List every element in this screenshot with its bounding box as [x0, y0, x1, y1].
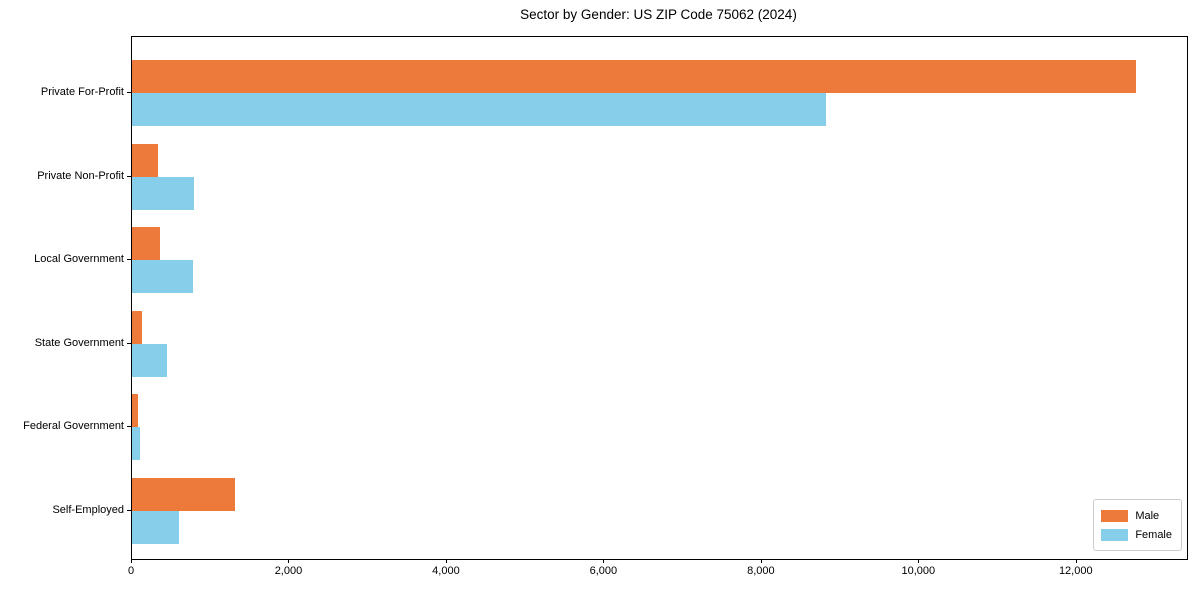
bar-male-2	[132, 227, 160, 260]
y-tick-4	[127, 426, 131, 427]
xtick-label-3: 6,000	[589, 565, 618, 577]
xtick-label-4: 8,000	[747, 565, 775, 577]
bar-female-2	[132, 260, 194, 293]
y-tick-3	[127, 342, 131, 344]
x-tick-6	[1075, 559, 1077, 563]
x-tick-4	[760, 559, 762, 563]
y-tick-2	[127, 259, 131, 260]
bar-female-4	[132, 427, 141, 460]
legend-label-male: Male	[1135, 509, 1160, 522]
ytick-label-0: Private For-Profit	[40, 86, 124, 98]
ytick-label-1: Private Non-Profit	[37, 169, 124, 182]
xtick-label-5: 10,000	[901, 565, 936, 577]
x-tick-3	[603, 559, 605, 563]
xtick-label-2: 4,000	[432, 565, 460, 577]
bar-male-0	[132, 60, 1136, 93]
legend-swatch-male	[1101, 509, 1129, 522]
x-tick-0	[131, 559, 132, 563]
ytick-label-2: Local Government	[34, 253, 124, 265]
legend-label-female: Female	[1135, 528, 1172, 541]
legend-swatch-female	[1101, 528, 1129, 541]
y-tick-1	[127, 175, 131, 177]
bar-female-3	[132, 343, 168, 377]
bar-female-0	[132, 93, 827, 126]
bar-male-3	[132, 310, 143, 344]
xtick-label-1: 2,000	[274, 565, 303, 577]
plot-area: Male Female	[131, 36, 1188, 560]
bar-male-5	[132, 477, 236, 511]
bar-female-1	[132, 176, 195, 210]
bar-male-1	[132, 143, 158, 177]
legend-item-male: Male	[1101, 506, 1172, 525]
ytick-label-3: State Government	[34, 336, 124, 349]
xtick-label-6: 12,000	[1058, 565, 1093, 577]
legend-item-female: Female	[1101, 525, 1172, 544]
bar-male-4	[132, 394, 138, 427]
y-tick-5	[127, 509, 131, 511]
ytick-label-4: Federal Government	[23, 420, 124, 432]
ytick-label-5: Self-Employed	[52, 503, 124, 516]
legend: Male Female	[1093, 499, 1182, 551]
x-tick-2	[445, 559, 447, 563]
chart-title: Sector by Gender: US ZIP Code 75062 (202…	[520, 7, 797, 22]
xtick-label-0: 0	[127, 565, 135, 577]
y-tick-0	[127, 92, 131, 93]
x-tick-5	[918, 559, 920, 563]
bar-female-5	[132, 510, 179, 544]
x-tick-1	[288, 559, 290, 563]
